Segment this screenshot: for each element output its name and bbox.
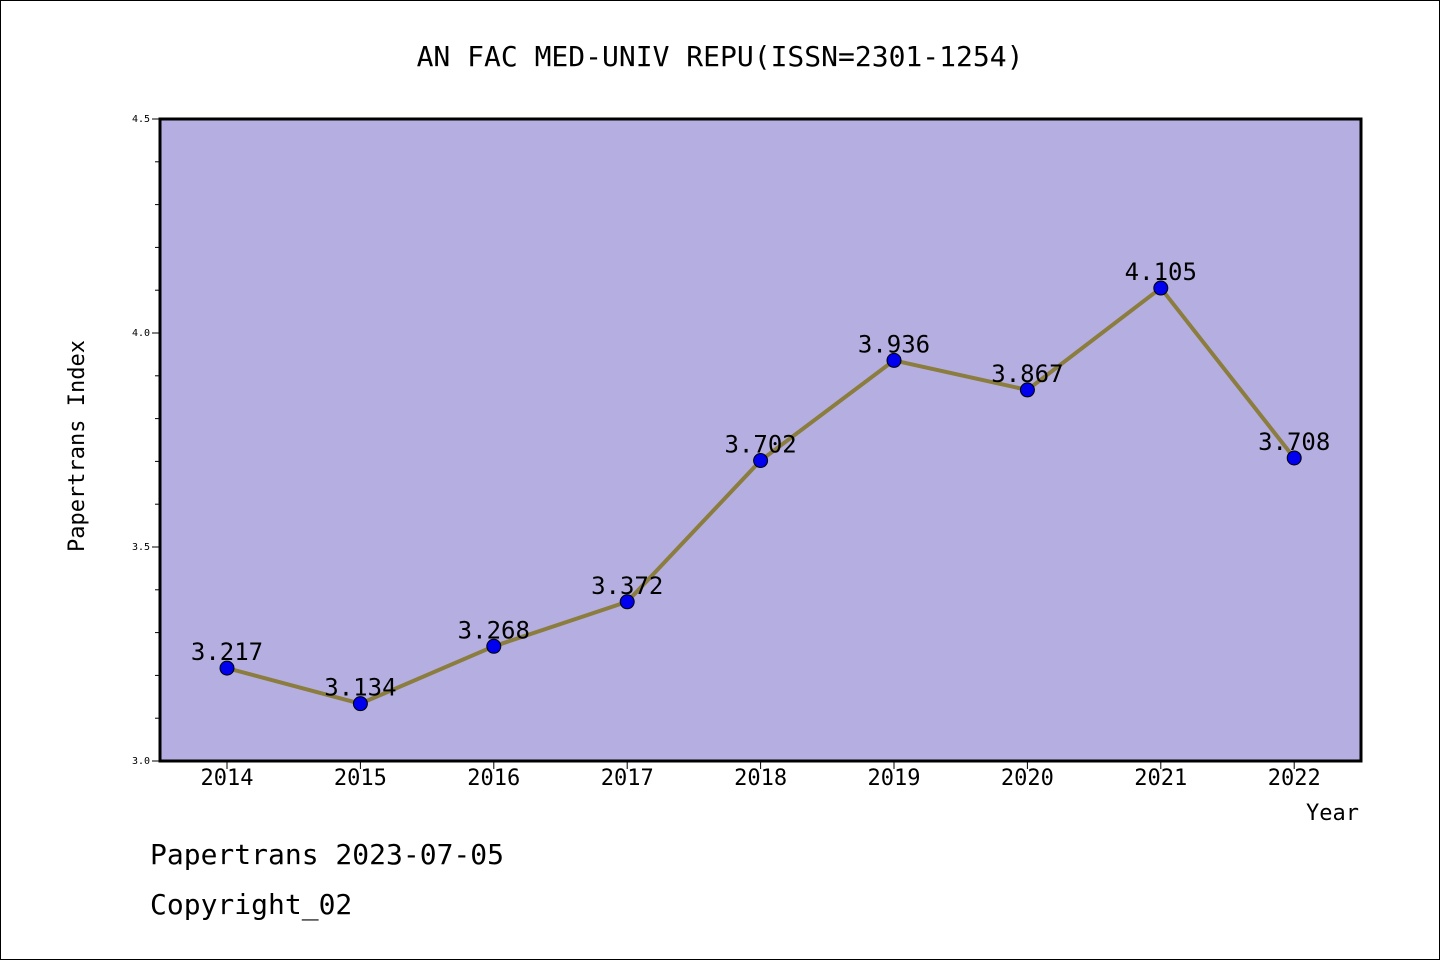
y-axis-ticks: 3.0 3.5 4.0 4.5 [132, 114, 160, 767]
series-markers [219, 280, 1302, 712]
plot-area [160, 119, 1361, 761]
data-labels: 3.217 3.134 3.268 3.372 3.702 3.936 3.867 4.105… [191, 258, 1330, 702]
y-tick-label: 3.5 [132, 542, 150, 553]
data-point [619, 594, 635, 610]
x-tick-label: 2021 [1134, 766, 1187, 791]
x-tick-label: 2015 [334, 766, 387, 791]
x-tick-label: 2018 [734, 766, 787, 791]
x-tick-label: 2019 [868, 766, 921, 791]
data-label: 3.268 [458, 616, 530, 644]
x-tick-label: 2022 [1268, 766, 1321, 791]
x-tick-label: 2017 [601, 766, 654, 791]
data-point [352, 696, 368, 712]
data-label: 3.867 [991, 360, 1063, 388]
x-axis-ticks: 2014 2015 2016 2017 2018 2019 2020 2021 2022 [201, 761, 1321, 791]
data-label: 3.708 [1258, 428, 1330, 456]
y-tick-label: 4.5 [132, 114, 150, 125]
data-label: 4.105 [1125, 258, 1197, 286]
x-axis-title: Year [1306, 801, 1359, 826]
x-tick-label: 2016 [467, 766, 520, 791]
data-point [1286, 450, 1302, 466]
y-tick-label: 3.0 [132, 756, 150, 767]
data-label: 3.134 [324, 674, 396, 702]
data-label: 3.372 [591, 572, 663, 600]
footer-date: Papertrans 2023-07-05 [150, 838, 504, 871]
x-tick-label: 2014 [201, 766, 254, 791]
data-label: 3.702 [724, 431, 796, 459]
y-tick-label: 4.0 [132, 328, 150, 339]
x-tick-label: 2020 [1001, 766, 1054, 791]
data-point [753, 453, 769, 469]
plot-border [158, 117, 1363, 763]
footer-copyright: Copyright_02 [150, 888, 352, 922]
chart-title: AN FAC MED-UNIV REPU(ISSN=2301-1254) [417, 40, 1024, 73]
y-axis-title: Papertrans Index [65, 340, 90, 552]
data-point [886, 352, 902, 368]
data-point [219, 660, 235, 676]
data-label: 3.936 [858, 330, 930, 358]
data-label: 3.217 [191, 638, 263, 666]
data-point [486, 638, 502, 654]
data-point [1153, 280, 1169, 296]
data-point [1019, 382, 1035, 398]
